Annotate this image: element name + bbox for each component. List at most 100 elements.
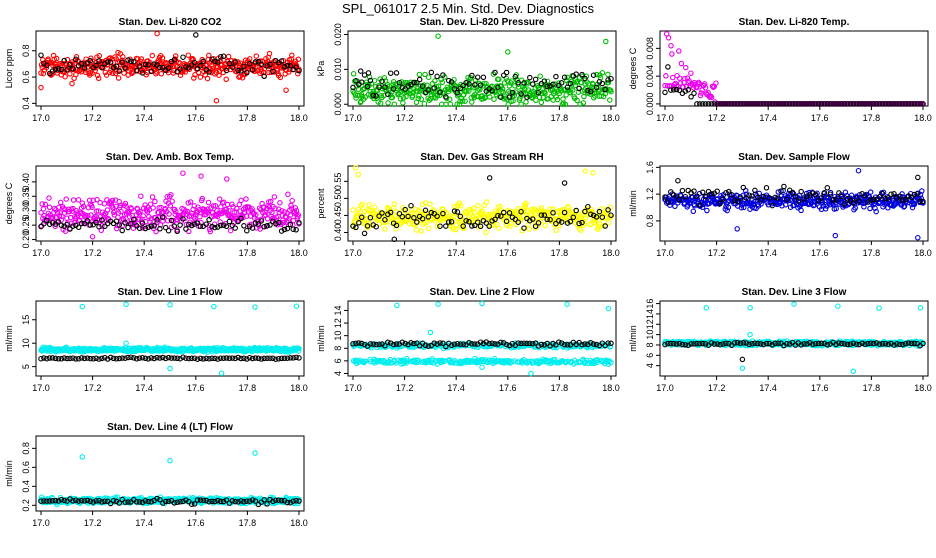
x-tick-label: 17.6	[187, 383, 205, 393]
data-point-black	[692, 91, 696, 95]
data-point-colored	[63, 75, 67, 79]
x-tick-label: 17.4	[759, 248, 777, 258]
y-axis-label: ml/min	[4, 325, 14, 352]
data-point-colored	[386, 101, 390, 105]
data-point-colored	[80, 304, 84, 308]
data-point-black	[39, 53, 43, 57]
x-tick-label: 17.2	[708, 383, 726, 393]
x-tick-label: 17.8	[239, 383, 257, 393]
x-tick-label: 17.8	[863, 113, 881, 123]
series-points	[663, 169, 925, 240]
x-tick-label: 18.0	[914, 383, 932, 393]
series-points	[39, 302, 301, 375]
data-point-colored	[691, 209, 695, 213]
data-point-black	[294, 228, 298, 232]
data-point-black	[194, 33, 198, 37]
data-point-colored	[591, 171, 595, 175]
data-point-colored	[851, 369, 855, 373]
data-point-black	[562, 181, 566, 185]
y-axis-label: ml/min	[628, 190, 638, 217]
y-tick-label: 0.4	[21, 97, 31, 110]
data-point-black	[132, 356, 136, 360]
chart-title: Stan. Dev. Line 2 Flow	[430, 287, 535, 298]
y-tick-label: 0.40	[333, 224, 343, 242]
y-tick-label: 10	[645, 330, 655, 340]
y-tick-label: 10	[333, 331, 343, 341]
data-point-colored	[604, 39, 608, 43]
x-tick-label: 17.2	[84, 113, 102, 123]
data-point-colored	[529, 371, 533, 375]
data-point-colored	[677, 49, 681, 53]
data-point-colored	[470, 100, 474, 104]
y-tick-label: 14	[645, 309, 655, 319]
x-tick-label: 17.4	[135, 248, 153, 258]
series-points	[663, 32, 925, 106]
y-tick-label: 6	[333, 358, 343, 363]
y-tick-label: 0.45	[333, 207, 343, 225]
data-point-colored	[679, 61, 683, 65]
data-point-colored	[395, 303, 399, 307]
data-point-colored	[868, 206, 872, 210]
x-tick-label: 17.6	[811, 113, 829, 123]
data-point-black	[359, 69, 363, 73]
data-point-black	[184, 227, 188, 231]
chart-title: Stan. Dev. Line 3 Flow	[742, 287, 847, 298]
data-point-colored	[356, 172, 360, 176]
x-tick-label: 17.8	[551, 113, 569, 123]
y-tick-label: 1.2	[645, 188, 655, 201]
data-point-colored	[71, 198, 75, 202]
data-point-colored	[205, 76, 209, 80]
data-point-colored	[155, 31, 159, 35]
y-axis-label: degrees C	[4, 182, 14, 224]
plot-frame	[36, 301, 304, 376]
data-point-colored	[181, 171, 185, 175]
data-point-colored	[170, 199, 174, 203]
x-tick-label: 18.0	[290, 383, 308, 393]
data-point-colored	[272, 195, 276, 199]
data-point-colored	[554, 228, 558, 232]
data-point-colored	[206, 200, 210, 204]
x-tick-label: 18.0	[914, 248, 932, 258]
data-point-colored	[244, 197, 248, 201]
data-point-colored	[153, 199, 157, 203]
data-point-colored	[836, 304, 840, 308]
data-point-black	[161, 355, 165, 359]
data-point-black	[389, 71, 393, 75]
x-tick-label: 17.2	[396, 248, 414, 258]
data-point-black	[435, 74, 439, 78]
x-tick-label: 17.0	[32, 113, 50, 123]
data-point-black	[242, 224, 246, 228]
data-point-colored	[239, 198, 243, 202]
data-point-black	[77, 357, 81, 361]
x-tick-label: 18.0	[290, 113, 308, 123]
data-point-black	[481, 75, 485, 79]
series-points	[39, 31, 301, 103]
data-point-black	[152, 356, 156, 360]
plot-frame	[660, 301, 928, 376]
x-tick-label: 17.8	[551, 383, 569, 393]
data-point-colored	[565, 302, 569, 306]
data-point-black	[394, 71, 398, 75]
data-point-colored	[198, 75, 202, 79]
data-point-colored	[414, 228, 418, 232]
data-point-black	[825, 186, 829, 190]
y-tick-label: 0.55	[333, 173, 343, 191]
data-point-colored	[484, 230, 488, 234]
x-tick-label: 17.4	[135, 383, 153, 393]
data-point-colored	[225, 177, 229, 181]
data-point-black	[666, 65, 670, 69]
y-tick-label: 0.8	[21, 44, 31, 57]
data-point-black	[676, 179, 680, 183]
x-tick-label: 17.6	[499, 383, 517, 393]
data-point-colored	[226, 54, 230, 58]
data-point-colored	[740, 366, 744, 370]
data-point-colored	[606, 306, 610, 310]
data-point-black	[120, 228, 124, 232]
data-point-colored	[219, 371, 223, 375]
y-tick-label: 0.40	[21, 173, 31, 191]
